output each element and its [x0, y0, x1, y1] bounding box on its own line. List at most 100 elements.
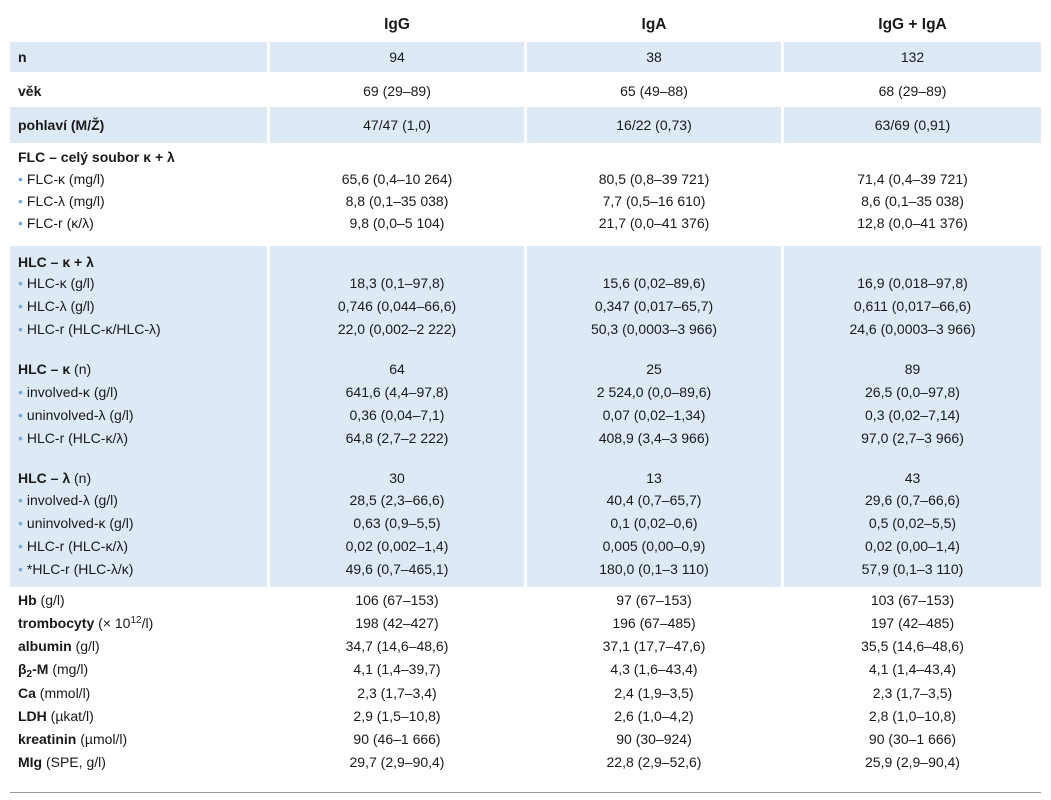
cell-igg: 90 (46–1 666) — [353, 731, 441, 747]
cell-igg: 198 (42–427) — [355, 615, 439, 631]
row-label: Ca (mmol/l) — [18, 685, 91, 701]
cell-iga: 0,07 (0,02–1,34) — [602, 407, 706, 423]
bullet-icon: • — [18, 407, 23, 423]
cell-total: 0,02 (0,00–1,4) — [865, 538, 960, 554]
cell-total: 16,9 (0,018–97,8) — [857, 275, 968, 291]
cell-igg: 9,8 (0,0–5 104) — [349, 215, 445, 231]
cell-iga: 21,7 (0,0–41 376) — [598, 215, 710, 231]
bottom-rule — [10, 792, 1041, 793]
bullet-icon: • — [18, 561, 23, 577]
cell-igg: 94 — [389, 49, 405, 65]
cell-total: 24,6 (0,0003–3 966) — [849, 321, 976, 337]
cell-iga: 40,4 (0,7–65,7) — [606, 492, 702, 508]
row-label: • HLC-λ (g/l) — [18, 298, 95, 314]
cell-igg: 641,6 (4,4–97,8) — [345, 384, 449, 400]
cell-igg: 106 (67–153) — [355, 592, 439, 608]
row-label: n — [18, 49, 27, 65]
bullet-icon: • — [18, 215, 23, 231]
row-label: • HLC-r (HLC-κ/λ) — [18, 538, 129, 554]
cell-total: 71,4 (0,4–39 721) — [857, 171, 968, 187]
cell-total: 0,611 (0,017–66,6) — [853, 298, 972, 314]
section-title: FLC – celý soubor κ + λ — [18, 149, 175, 165]
row-label: • HLC-r (HLC-κ/λ) — [18, 430, 129, 446]
cell-iga: 16/22 (0,73) — [616, 117, 692, 133]
cell-total: 35,5 (14,6–48,6) — [861, 638, 964, 654]
cell-total: 2,3 (1,7–3,5) — [872, 685, 953, 701]
row-label: věk — [18, 83, 42, 99]
cell-total: 26,5 (0,0–97,8) — [865, 384, 960, 400]
bullet-icon: • — [18, 321, 23, 337]
row-label: pohlaví (M/Ž) — [18, 117, 105, 133]
cell-total: 103 (67–153) — [870, 592, 955, 608]
cell-total: 63/69 (0,91) — [874, 117, 951, 133]
cell-iga: 0,005 (0,00–0,9) — [602, 538, 706, 554]
row-label: Hb (g/l) — [18, 592, 65, 608]
cell-igg: 47/47 (1,0) — [363, 117, 431, 133]
row-label: • FLC-r (κ/λ) — [18, 215, 94, 231]
cell-igg: 0,63 (0,9–5,5) — [353, 515, 441, 531]
cell-total: 12,8 (0,0–41 376) — [857, 215, 968, 231]
cell-total: 197 (42–485) — [870, 615, 955, 631]
cell-total: 25,9 (2,9–90,4) — [865, 754, 960, 770]
data-table: IgG IgA IgG + IgA n 94 38 132 věk 69 (29… — [10, 8, 1041, 793]
cell-iga: 2,6 (1,0–4,2) — [614, 708, 694, 724]
cell-total: 8,6 (0,1–35 038) — [861, 193, 964, 209]
row-n: n 94 38 132 — [10, 42, 1041, 72]
section-title: HLC – κ (n) — [18, 361, 92, 377]
cell-igg: 69 (29–89) — [363, 83, 431, 99]
cell-iga: 22,8 (2,9–52,6) — [606, 754, 702, 770]
row-label: albumin (g/l) — [18, 638, 100, 654]
row-label: LDH (µkat/l) — [18, 708, 94, 724]
row-label: • involved-λ (g/l) — [18, 492, 118, 508]
row-label: • uninvolved-κ (g/l) — [18, 515, 134, 531]
cell-igg: 2,9 (1,5–10,8) — [353, 708, 441, 724]
cell-igg: 34,7 (14,6–48,6) — [345, 638, 449, 654]
cell-total: 89 — [904, 361, 921, 377]
bullet-icon: • — [18, 298, 23, 314]
cell-igg: 28,5 (2,3–66,6) — [349, 492, 445, 508]
cell-iga: 0,347 (0,017–65,7) — [594, 298, 714, 314]
section-title: HLC – κ + λ — [18, 254, 94, 270]
cell-iga: 38 — [646, 49, 662, 65]
cell-igg: 18,3 (0,1–97,8) — [349, 275, 445, 291]
row-label: • HLC-r (HLC-κ/HLC-λ) — [18, 321, 161, 337]
cell-total: 29,6 (0,7–66,6) — [865, 492, 960, 508]
bullet-icon: • — [18, 384, 23, 400]
cell-total: 97,0 (2,7–3 966) — [861, 430, 964, 446]
cell-igg: 0,36 (0,04–7,1) — [349, 407, 445, 423]
cell-total: 0,5 (0,02–5,5) — [868, 515, 957, 531]
header-igg-iga: IgG + IgA — [878, 16, 947, 33]
bullet-icon: • — [18, 275, 23, 291]
cell-iga: 15,6 (0,02–89,6) — [602, 275, 706, 291]
cell-total: 90 (30–1 666) — [868, 731, 957, 747]
cell-igg: 22,0 (0,002–2 222) — [337, 321, 457, 337]
cell-iga: 50,3 (0,0003–3 966) — [590, 321, 718, 337]
cell-iga: 408,9 (3,4–3 966) — [598, 430, 710, 446]
cell-iga: 180,0 (0,1–3 110) — [599, 561, 709, 577]
cell-total: 4,1 (1,4–43,4) — [868, 661, 957, 677]
cell-iga: 4,3 (1,6–43,4) — [610, 661, 698, 677]
header-iga: IgA — [641, 16, 667, 33]
cell-igg: 30 — [389, 470, 405, 486]
cell-iga: 7,7 (0,5–16 610) — [602, 193, 706, 209]
row-label: • uninvolved-λ (g/l) — [18, 407, 134, 423]
cell-iga: 90 (30–924) — [616, 731, 692, 747]
bullet-icon: • — [18, 430, 23, 446]
cell-iga: 65 (49–88) — [620, 83, 688, 99]
row-sex: pohlaví (M/Ž) 47/47 (1,0) 16/22 (0,73) 6… — [10, 107, 1041, 143]
cell-igg: 2,3 (1,7–3,4) — [357, 685, 437, 701]
cell-total: 43 — [904, 470, 921, 486]
row-label: trombocyty (× 1012/l) — [18, 615, 154, 631]
row-label: • *HLC-r (HLC-λ/κ) — [18, 561, 134, 577]
cell-igg: 64 — [389, 361, 405, 377]
row-label: • FLC-κ (mg/l) — [18, 171, 105, 187]
row-label: MIg (SPE, g/l) — [18, 754, 106, 770]
cell-igg: 64,8 (2,7–2 222) — [345, 430, 449, 446]
cell-igg: 4,1 (1,4–39,7) — [353, 661, 441, 677]
cell-iga: 2,4 (1,9–3,5) — [614, 685, 694, 701]
cell-igg: 65,6 (0,4–10 264) — [341, 171, 453, 187]
cell-iga: 80,5 (0,8–39 721) — [598, 171, 710, 187]
cell-igg: 0,746 (0,044–66,6) — [337, 298, 457, 314]
row-label: kreatinin (µmol/l) — [18, 731, 128, 747]
cell-iga: 2 524,0 (0,0–89,6) — [596, 384, 712, 400]
